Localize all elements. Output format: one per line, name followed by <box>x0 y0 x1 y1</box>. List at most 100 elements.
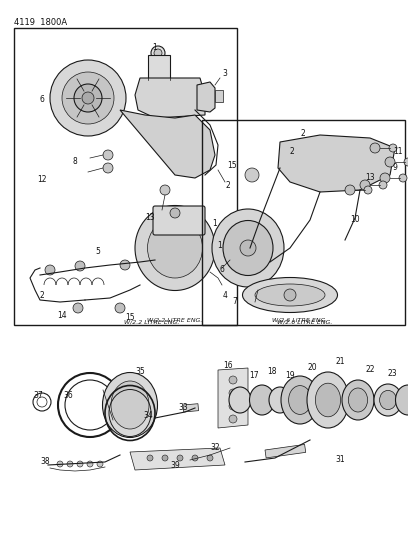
Ellipse shape <box>288 385 311 414</box>
Text: 22: 22 <box>365 366 375 375</box>
Circle shape <box>87 461 93 467</box>
Text: 13: 13 <box>145 214 155 222</box>
Text: 37: 37 <box>33 391 43 400</box>
Polygon shape <box>197 82 215 112</box>
Circle shape <box>229 376 237 384</box>
Polygon shape <box>130 448 225 470</box>
Text: 11: 11 <box>393 148 403 157</box>
Circle shape <box>73 303 83 313</box>
Circle shape <box>154 49 162 57</box>
Text: 24: 24 <box>407 370 408 379</box>
Ellipse shape <box>269 387 291 413</box>
Text: 19: 19 <box>285 370 295 379</box>
Polygon shape <box>278 135 395 192</box>
Text: 39: 39 <box>170 461 180 470</box>
Circle shape <box>385 157 395 167</box>
Circle shape <box>103 163 113 173</box>
Text: 4: 4 <box>222 290 227 300</box>
Ellipse shape <box>307 372 349 428</box>
Bar <box>14 28 237 325</box>
Text: 23: 23 <box>387 368 397 377</box>
Bar <box>265 445 306 458</box>
Text: 32: 32 <box>210 443 220 453</box>
Circle shape <box>77 461 83 467</box>
Text: 8: 8 <box>73 157 78 166</box>
Text: 33: 33 <box>178 403 188 413</box>
Bar <box>215 90 223 102</box>
Text: 21: 21 <box>335 358 345 367</box>
Circle shape <box>45 265 55 275</box>
Text: 2: 2 <box>290 148 295 157</box>
FancyBboxPatch shape <box>153 206 205 235</box>
Text: 16: 16 <box>223 360 233 369</box>
Circle shape <box>380 173 390 183</box>
Text: W/2.6 LITRE ENG.: W/2.6 LITRE ENG. <box>272 318 328 323</box>
Circle shape <box>229 415 237 423</box>
Circle shape <box>74 84 102 112</box>
Text: W/2.2 LITRE ENG.: W/2.2 LITRE ENG. <box>124 320 180 325</box>
Circle shape <box>162 455 168 461</box>
Text: 15: 15 <box>227 160 237 169</box>
Circle shape <box>67 461 73 467</box>
Ellipse shape <box>148 218 202 278</box>
Ellipse shape <box>281 376 319 424</box>
Text: 5: 5 <box>95 247 100 256</box>
Text: W/2.6 LITRE ENG.: W/2.6 LITRE ENG. <box>277 320 333 325</box>
Circle shape <box>75 261 85 271</box>
Circle shape <box>115 303 125 313</box>
Ellipse shape <box>223 221 273 276</box>
Text: 6: 6 <box>220 265 224 274</box>
Text: 4119  1800A: 4119 1800A <box>14 18 67 27</box>
Circle shape <box>50 60 126 136</box>
Ellipse shape <box>395 385 408 415</box>
Circle shape <box>245 168 259 182</box>
Text: 1: 1 <box>217 240 222 249</box>
Text: 13: 13 <box>365 174 375 182</box>
Ellipse shape <box>111 381 149 429</box>
Bar <box>183 403 199 412</box>
Circle shape <box>360 180 370 190</box>
Ellipse shape <box>374 384 402 416</box>
Circle shape <box>364 186 372 194</box>
Circle shape <box>120 260 130 270</box>
Text: 7: 7 <box>233 297 237 306</box>
Circle shape <box>103 150 113 160</box>
Circle shape <box>370 143 380 153</box>
Circle shape <box>240 240 256 256</box>
Circle shape <box>207 455 213 461</box>
Circle shape <box>170 208 180 218</box>
Polygon shape <box>148 55 170 80</box>
Ellipse shape <box>342 380 374 420</box>
Text: 3: 3 <box>222 69 227 78</box>
Circle shape <box>160 185 170 195</box>
Text: 17: 17 <box>249 370 259 379</box>
Ellipse shape <box>379 390 397 409</box>
Ellipse shape <box>229 387 251 413</box>
Ellipse shape <box>135 206 215 290</box>
Text: 35: 35 <box>135 367 145 376</box>
Circle shape <box>399 174 407 182</box>
Ellipse shape <box>250 385 275 415</box>
Circle shape <box>177 455 183 461</box>
Polygon shape <box>135 78 205 118</box>
Text: 31: 31 <box>335 456 345 464</box>
Circle shape <box>192 455 198 461</box>
Text: 2: 2 <box>40 290 44 300</box>
Ellipse shape <box>255 284 325 306</box>
Text: 10: 10 <box>350 215 360 224</box>
Text: 34: 34 <box>143 410 153 419</box>
Ellipse shape <box>348 388 368 412</box>
Text: 6: 6 <box>40 95 44 104</box>
Circle shape <box>147 455 153 461</box>
Text: 15: 15 <box>125 313 135 322</box>
Circle shape <box>62 72 114 124</box>
Ellipse shape <box>315 383 341 417</box>
Text: 36: 36 <box>63 391 73 400</box>
Circle shape <box>379 181 387 189</box>
Text: 9: 9 <box>392 164 397 173</box>
Text: 1: 1 <box>213 220 217 229</box>
Ellipse shape <box>212 209 284 287</box>
Circle shape <box>345 185 355 195</box>
Text: 2: 2 <box>301 128 305 138</box>
Circle shape <box>389 144 397 152</box>
